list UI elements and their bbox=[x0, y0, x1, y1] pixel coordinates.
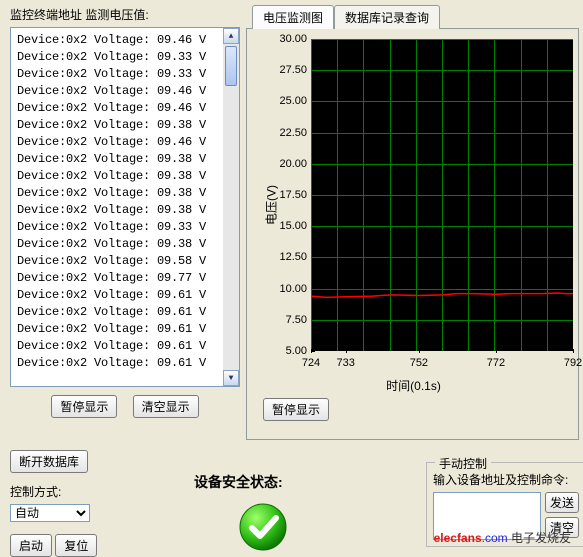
y-tick: 15.00 bbox=[279, 220, 307, 232]
log-line: Device:0x2 Voltage: 09.38 V bbox=[17, 168, 237, 185]
scrollbar[interactable]: ▲ ▼ bbox=[223, 28, 239, 386]
log-line: Device:0x2 Voltage: 09.38 V bbox=[17, 202, 237, 219]
x-tick: 724 bbox=[302, 357, 320, 369]
watermark: elecfans.com 电子发烧友 bbox=[434, 529, 571, 546]
pause-chart-button[interactable]: 暂停显示 bbox=[263, 398, 329, 421]
log-line: Device:0x2 Voltage: 09.46 V bbox=[17, 32, 237, 49]
y-tick: 25.00 bbox=[279, 95, 307, 107]
log-line: Device:0x2 Voltage: 09.61 V bbox=[17, 321, 237, 338]
y-tick: 30.00 bbox=[279, 33, 307, 45]
log-line: Device:0x2 Voltage: 09.61 V bbox=[17, 304, 237, 321]
log-line: Device:0x2 Voltage: 09.33 V bbox=[17, 49, 237, 66]
log-line: Device:0x2 Voltage: 09.61 V bbox=[17, 355, 237, 372]
y-tick: 22.50 bbox=[279, 127, 307, 139]
send-command-button[interactable]: 发送 bbox=[545, 492, 579, 513]
log-line: Device:0x2 Voltage: 09.77 V bbox=[17, 270, 237, 287]
y-tick: 7.50 bbox=[286, 314, 307, 326]
log-line: Device:0x2 Voltage: 09.38 V bbox=[17, 236, 237, 253]
log-line: Device:0x2 Voltage: 09.46 V bbox=[17, 100, 237, 117]
status-ok-icon bbox=[238, 502, 288, 552]
tab-db-query[interactable]: 数据库记录查询 bbox=[334, 5, 440, 29]
log-line: Device:0x2 Voltage: 09.61 V bbox=[17, 338, 237, 355]
start-button[interactable]: 启动 bbox=[10, 534, 52, 557]
x-tick: 792 bbox=[564, 357, 582, 369]
y-tick: 27.50 bbox=[279, 64, 307, 76]
log-line: Device:0x2 Voltage: 09.38 V bbox=[17, 151, 237, 168]
log-line: Device:0x2 Voltage: 09.38 V bbox=[17, 117, 237, 134]
voltage-log-list[interactable]: Device:0x2 Voltage: 09.46 VDevice:0x2 Vo… bbox=[10, 27, 240, 387]
scroll-up-button[interactable]: ▲ bbox=[223, 28, 239, 44]
voltage-log-title: 监控终端地址 监测电压值: bbox=[10, 6, 240, 23]
x-axis-label: 时间(0.1s) bbox=[253, 377, 574, 394]
status-label: 设备安全状态: bbox=[194, 472, 283, 492]
x-tick: 772 bbox=[487, 357, 505, 369]
control-mode-select[interactable]: 自动手动 bbox=[10, 504, 90, 522]
voltage-chart: 电压(V) 30.0027.5025.0022.5020.0017.5015.0… bbox=[255, 35, 565, 375]
tab-voltage-chart[interactable]: 电压监测图 bbox=[252, 5, 334, 29]
log-line: Device:0x2 Voltage: 09.33 V bbox=[17, 219, 237, 236]
y-tick: 12.50 bbox=[279, 251, 307, 263]
log-line: Device:0x2 Voltage: 09.46 V bbox=[17, 83, 237, 100]
chart-tab-body: 电压(V) 30.0027.5025.0022.5020.0017.5015.0… bbox=[246, 28, 579, 440]
log-line: Device:0x2 Voltage: 09.46 V bbox=[17, 134, 237, 151]
log-line: Device:0x2 Voltage: 09.61 V bbox=[17, 287, 237, 304]
y-tick: 17.50 bbox=[279, 189, 307, 201]
voltage-log-panel: 监控终端地址 监测电压值: Device:0x2 Voltage: 09.46 … bbox=[10, 4, 240, 440]
scroll-thumb[interactable] bbox=[225, 46, 237, 86]
log-line: Device:0x2 Voltage: 09.33 V bbox=[17, 66, 237, 83]
y-tick: 10.00 bbox=[279, 283, 307, 295]
manual-legend: 手动控制 bbox=[435, 455, 491, 472]
clear-log-button[interactable]: 清空显示 bbox=[133, 395, 199, 418]
scroll-down-button[interactable]: ▼ bbox=[223, 370, 239, 386]
log-line: Device:0x2 Voltage: 09.58 V bbox=[17, 253, 237, 270]
log-line: Device:0x2 Voltage: 09.38 V bbox=[17, 185, 237, 202]
y-tick: 5.00 bbox=[286, 345, 307, 357]
x-tick: 733 bbox=[336, 357, 354, 369]
tabstrip: 电压监测图 数据库记录查询 bbox=[252, 4, 577, 28]
y-tick: 20.00 bbox=[279, 158, 307, 170]
pause-log-button[interactable]: 暂停显示 bbox=[51, 395, 117, 418]
disconnect-db-button[interactable]: 断开数据库 bbox=[10, 450, 88, 473]
x-tick: 752 bbox=[410, 357, 428, 369]
reset-button[interactable]: 复位 bbox=[55, 534, 97, 557]
manual-prompt: 输入设备地址及控制命令: bbox=[433, 471, 579, 488]
